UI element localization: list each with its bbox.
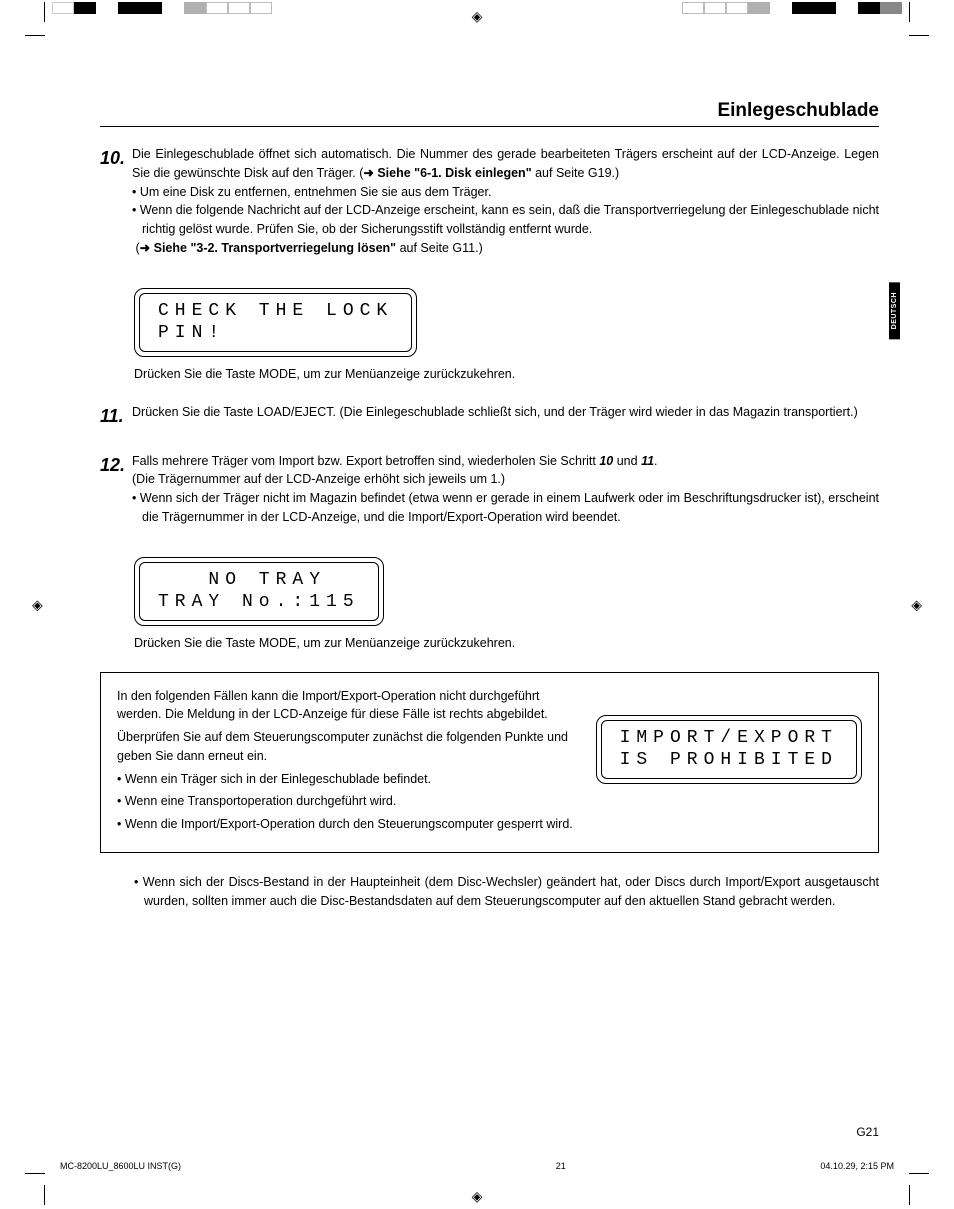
bullet: • Wenn eine Transportoperation durchgefü…: [117, 792, 862, 811]
lcd-import-prohibited-wrap: IMPORT/EXPORT IS PROHIBITED: [596, 715, 862, 784]
crosshair-left: ◈: [32, 596, 43, 613]
lcd-check-lock: CHECK THE LOCK PIN!: [134, 288, 417, 357]
reg-blocks-tr: [682, 2, 902, 14]
bullet: • Wenn sich der Träger nicht im Magazin …: [132, 489, 879, 527]
reg-blocks-tl: [52, 2, 272, 14]
step-number: 10.: [100, 145, 132, 258]
print-marks-top: ◈: [0, 2, 954, 27]
step-number: 12.: [100, 452, 132, 527]
lcd-text: CHECK THE LOCK PIN!: [139, 293, 412, 352]
info-box: IMPORT/EXPORT IS PROHIBITED In den folge…: [100, 672, 879, 853]
step-12: 12. Falls mehrere Träger vom Import bzw.…: [100, 452, 879, 527]
text: auf Seite G19.): [532, 166, 620, 180]
crop-mark: [909, 35, 929, 36]
lcd-text: IMPORT/EXPORT IS PROHIBITED: [601, 720, 857, 779]
ref-bold: "6-1. Disk einlegen": [414, 166, 531, 180]
crosshair-top: ◈: [472, 8, 483, 25]
instruction: Drücken Sie die Taste MODE, um zur Menüa…: [134, 636, 879, 650]
crop-mark: [25, 1173, 45, 1174]
page-title: Einlegeschublade: [100, 100, 879, 127]
footer-center: 21: [556, 1161, 566, 1171]
ref-arrow: ➜ Siehe: [363, 166, 414, 180]
footer-right: 04.10.29, 2:15 PM: [820, 1161, 894, 1171]
bullet: • Wenn die Import/Export-Operation durch…: [117, 815, 862, 834]
step-11: 11. Drücken Sie die Taste LOAD/EJECT. (D…: [100, 403, 879, 430]
instruction: Drücken Sie die Taste MODE, um zur Menüa…: [134, 367, 879, 381]
crosshair-right: ◈: [911, 596, 922, 613]
lcd-text: NO TRAY TRAY No.:115: [139, 562, 379, 621]
page-content: Einlegeschublade 10. Die Einlegeschublad…: [100, 100, 879, 910]
footer: MC-8200LU_8600LU INST(G) 21 04.10.29, 2:…: [60, 1161, 894, 1171]
print-marks-bottom: ◈: [0, 1182, 954, 1207]
page-number: G21: [856, 1125, 879, 1139]
text: (Die Trägernummer auf der LCD-Anzeige er…: [132, 470, 879, 489]
step-10: 10. Die Einlegeschublade öffnet sich aut…: [100, 145, 879, 258]
language-tab: DEUTSCH: [889, 282, 900, 339]
bullet: • Um eine Disk zu entfernen, entnehmen S…: [132, 183, 879, 202]
crop-mark: [25, 35, 45, 36]
step-body: Falls mehrere Träger vom Import bzw. Exp…: [132, 452, 879, 527]
ref-line: (➜ Siehe "3-2. Transportverriegelung lös…: [132, 239, 879, 258]
step-body: Drücken Sie die Taste LOAD/EJECT. (Die E…: [132, 403, 879, 430]
bullet: • Wenn die folgende Nachricht auf der LC…: [132, 201, 879, 239]
crop-mark: [909, 1173, 929, 1174]
step-number: 11.: [100, 403, 132, 430]
note: • Wenn sich der Discs-Bestand in der Hau…: [100, 873, 879, 911]
lcd-no-tray: NO TRAY TRAY No.:115: [134, 557, 384, 626]
footer-left: MC-8200LU_8600LU INST(G): [60, 1161, 181, 1171]
crop-mark: [909, 2, 910, 22]
crop-mark: [44, 2, 45, 22]
step-body: Die Einlegeschublade öffnet sich automat…: [132, 145, 879, 258]
crosshair-bottom: ◈: [472, 1188, 483, 1205]
